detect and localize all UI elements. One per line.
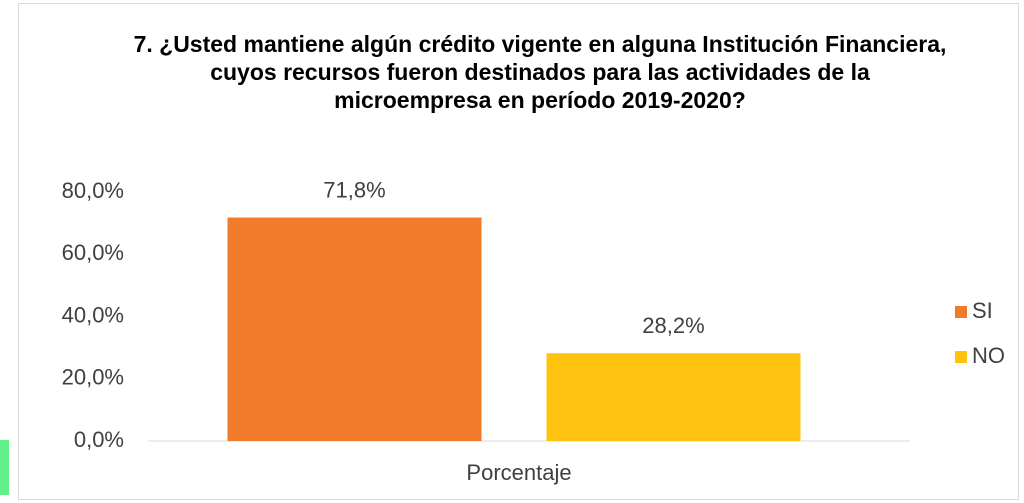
y-tick-label: 0,0% xyxy=(74,427,124,452)
bar xyxy=(227,217,482,441)
x-tick-label: Porcentaje xyxy=(466,460,571,485)
chart-border xyxy=(18,3,1019,500)
bar xyxy=(546,353,801,441)
side-marker xyxy=(0,440,9,495)
y-tick-label: 60,0% xyxy=(62,240,124,265)
legend-swatch xyxy=(955,351,967,363)
value-label: 28,2% xyxy=(642,313,704,338)
y-tick-label: 80,0% xyxy=(62,178,124,203)
legend-label: NO xyxy=(972,343,1005,368)
legend-swatch xyxy=(955,306,967,318)
chart-title: 7. ¿Usted mantiene algún crédito vigente… xyxy=(133,31,947,113)
y-tick-label: 40,0% xyxy=(62,302,124,327)
y-tick-label: 20,0% xyxy=(62,365,124,390)
legend-label: SI xyxy=(972,298,993,323)
value-label: 71,8% xyxy=(323,177,385,202)
